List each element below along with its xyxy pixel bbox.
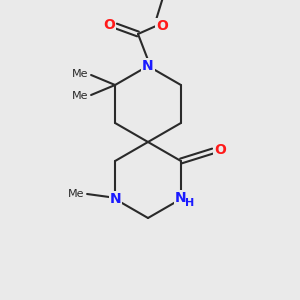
Text: H: H — [185, 198, 194, 208]
Text: N: N — [175, 191, 187, 205]
Text: N: N — [109, 192, 121, 206]
Text: Me: Me — [68, 189, 84, 199]
Text: O: O — [156, 19, 168, 33]
Text: O: O — [214, 143, 226, 157]
Text: Me: Me — [72, 69, 88, 79]
Text: Me: Me — [72, 91, 88, 101]
Text: O: O — [103, 18, 115, 32]
Text: N: N — [142, 59, 154, 73]
